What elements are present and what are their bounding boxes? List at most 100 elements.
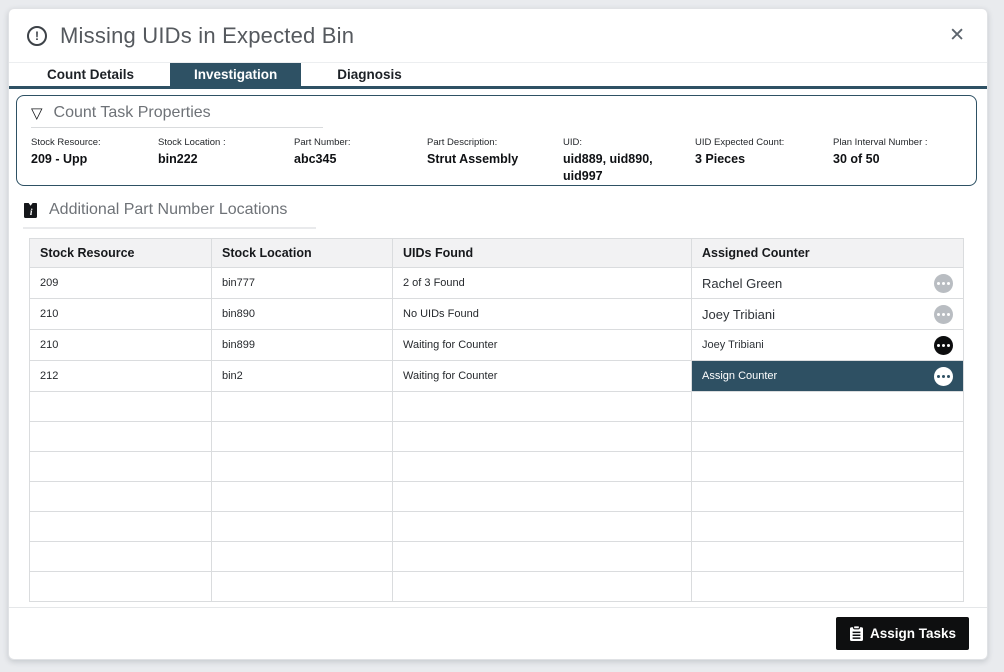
clipboard-icon [849, 625, 863, 641]
table-row: 212 bin2 Waiting for Counter Assign Coun… [29, 360, 964, 392]
empty-table-row [29, 571, 964, 602]
empty-table-row [29, 541, 964, 572]
empty-cell [691, 421, 964, 452]
empty-cell [211, 571, 393, 602]
ellipsis-menu-icon[interactable] [934, 304, 953, 324]
empty-cell [211, 391, 393, 422]
table-row: 209 bin777 2 of 3 Found Rachel Green [29, 267, 964, 299]
cell-stock-location: bin890 [211, 298, 393, 330]
field-label: UID Expected Count: [695, 137, 785, 148]
field-value: bin222 [158, 152, 198, 166]
column-header-stock-location: Stock Location [211, 238, 393, 268]
field-stock-resource: Stock Resource: 209 - Upp [31, 137, 158, 185]
empty-cell [29, 391, 212, 422]
empty-cell [392, 421, 692, 452]
field-value: 3 Pieces [695, 152, 746, 166]
empty-table-row [29, 451, 964, 482]
count-task-properties-heading: ▽ Count Task Properties [31, 104, 323, 128]
field-value: Strut Assembly [427, 152, 519, 166]
cell-assigned-counter: Joey Tribiani [691, 329, 964, 361]
empty-cell [691, 481, 964, 512]
empty-cell [211, 481, 393, 512]
cell-uids-found: Waiting for Counter [392, 360, 692, 392]
field-value: abc345 [294, 152, 337, 166]
empty-cell [211, 421, 393, 452]
tab-investigation[interactable]: Investigation [170, 63, 302, 86]
ellipsis-menu-icon[interactable] [934, 273, 953, 293]
dialog-title: Missing UIDs in Expected Bin [60, 22, 355, 48]
dialog-footer: Assign Tasks [9, 607, 987, 659]
empty-cell [691, 511, 964, 542]
missing-uids-dialog: ! Missing UIDs in Expected Bin ✕ Count D… [8, 8, 988, 660]
cell-stock-location: bin899 [211, 329, 393, 361]
cell-uids-found: 2 of 3 Found [392, 267, 692, 299]
empty-cell [29, 421, 212, 452]
cell-uids-found: No UIDs Found [392, 298, 692, 330]
field-stock-location: Stock Location : bin222 [158, 137, 294, 185]
cell-stock-location: bin777 [211, 267, 393, 299]
field-uid-expected-count: UID Expected Count: 3 Pieces [695, 137, 833, 185]
field-label: Stock Resource: [31, 137, 101, 148]
assigned-counter-name: Joey Tribiani [702, 339, 764, 351]
field-label: Plan Interval Number : [833, 137, 928, 148]
empty-cell [691, 571, 964, 602]
empty-table-row [29, 481, 964, 512]
ellipsis-menu-icon[interactable] [934, 366, 953, 386]
tab-count-details[interactable]: Count Details [47, 67, 135, 82]
empty-cell [691, 541, 964, 572]
cell-stock-resource: 210 [29, 329, 212, 361]
table-row: 210 bin899 Waiting for Counter Joey Trib… [29, 329, 964, 361]
assigned-counter-name: Rachel Green [702, 275, 783, 291]
column-header-uids-found: UIDs Found [392, 238, 692, 268]
tab-diagnosis[interactable]: Diagnosis [337, 67, 402, 82]
field-part-description: Part Description: Strut Assembly [427, 137, 563, 185]
part-info-icon: i [24, 202, 37, 218]
column-header-stock-resource: Stock Resource [29, 238, 212, 268]
field-label: Part Description: [427, 137, 498, 148]
svg-text:i: i [30, 208, 33, 218]
assigned-counter-name: Joey Tribiani [702, 306, 775, 322]
ellipsis-menu-icon[interactable] [934, 335, 953, 355]
cell-stock-resource: 209 [29, 267, 212, 299]
cell-assign-counter-action[interactable]: Assign Counter [691, 360, 964, 392]
field-value: 30 of 50 [833, 152, 880, 166]
cell-stock-location: bin2 [211, 360, 393, 392]
field-plan-interval-number: Plan Interval Number : 30 of 50 [833, 137, 962, 185]
collapse-triangle-icon[interactable]: ▽ [31, 103, 43, 122]
field-part-number: Part Number: abc345 [294, 137, 427, 185]
empty-cell [392, 541, 692, 572]
close-icon[interactable]: ✕ [949, 24, 965, 46]
empty-cell [691, 451, 964, 482]
tab-bar: Count Details Investigation Diagnosis [9, 63, 987, 89]
cell-stock-resource: 210 [29, 298, 212, 330]
property-fields: Stock Resource: 209 - Upp Stock Location… [31, 128, 962, 185]
empty-cell [211, 451, 393, 482]
field-value: 209 - Upp [31, 152, 88, 166]
field-label: UID: [563, 137, 582, 148]
cell-assigned-counter: Rachel Green [691, 267, 964, 299]
assign-tasks-button[interactable]: Assign Tasks [835, 617, 969, 650]
empty-cell [691, 391, 964, 422]
additional-locations-heading: i Additional Part Number Locations [23, 201, 316, 229]
empty-cell [392, 451, 692, 482]
empty-cell [29, 511, 212, 542]
empty-cell [29, 481, 212, 512]
empty-table-row [29, 391, 964, 422]
assign-tasks-label: Assign Tasks [869, 626, 956, 641]
empty-table-row [29, 421, 964, 452]
additional-locations-title: Additional Part Number Locations [49, 201, 288, 218]
empty-cell [392, 481, 692, 512]
locations-table: Stock Resource Stock Location UIDs Found… [29, 238, 964, 602]
field-label: Stock Location : [158, 137, 226, 148]
field-uid: UID: uid889, uid890, uid997 [563, 137, 695, 185]
dialog-header: ! Missing UIDs in Expected Bin ✕ [9, 9, 987, 63]
empty-cell [392, 391, 692, 422]
empty-cell [29, 571, 212, 602]
cell-assigned-counter: Joey Tribiani [691, 298, 964, 330]
empty-cell [29, 541, 212, 572]
empty-table-row [29, 511, 964, 542]
column-header-assigned-counter: Assigned Counter [691, 238, 964, 268]
empty-cell [29, 451, 212, 482]
field-label: Part Number: [294, 137, 351, 148]
assign-counter-label: Assign Counter [702, 370, 778, 382]
